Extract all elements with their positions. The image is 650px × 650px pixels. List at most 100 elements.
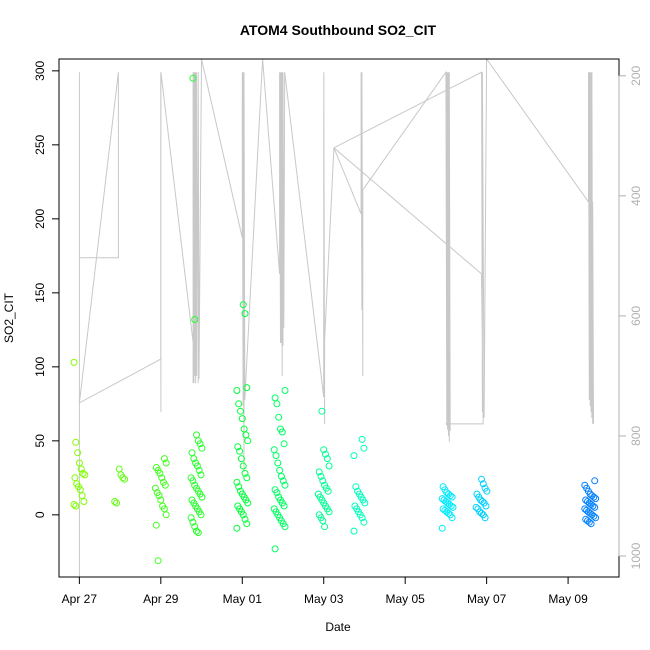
data-point [325,508,333,516]
data-point [279,477,287,485]
data-point [281,523,289,531]
data-point [154,557,162,565]
data-point [273,489,281,497]
data-point [162,511,170,519]
x-tick-label: May 07 [467,592,507,606]
secondary-tick-label: 200 [629,65,643,85]
data-point [235,483,243,491]
data-point [238,415,246,423]
data-point [589,502,597,510]
data-point [195,466,203,474]
data-point [590,493,598,501]
data-point [113,499,120,507]
data-point [352,483,360,491]
y-axis-label: SO2_CIT [2,292,16,343]
data-point [350,452,358,460]
data-point [236,447,244,455]
data-point [74,449,82,457]
data-point [237,407,244,415]
data-point [72,502,80,510]
data-point [244,437,252,445]
y-tick-label: 200 [33,208,47,228]
data-point [70,358,78,366]
data-point [237,455,245,463]
data-point [156,469,164,477]
data-point [587,520,595,528]
y-tick-label: 300 [33,60,47,80]
data-point [111,498,119,505]
data-point [155,492,163,500]
x-tick-label: May 01 [223,592,263,606]
data-point [241,515,249,523]
data-point [322,450,329,458]
data-point [241,310,249,318]
data-point [591,477,599,485]
data-point [161,481,169,489]
data-point [323,455,331,463]
data-point [483,487,491,495]
data-point [188,449,196,457]
data-point [160,455,168,463]
data-point [190,455,198,463]
data-point [280,502,288,510]
data-point [472,503,480,511]
x-tick-label: May 05 [386,592,426,606]
data-point [121,475,129,483]
data-point [358,435,366,443]
x-axis-label: Date [325,620,351,634]
data-point [196,440,204,448]
data-point [81,471,89,479]
data-point [278,428,286,436]
data-point [187,514,195,522]
data-point [592,514,600,522]
chart-title: ATOM4 Southbound SO2_CIT [240,22,437,38]
data-point [119,474,127,482]
data-point [277,472,285,480]
data-point [479,480,487,488]
altitude-trace [78,57,594,577]
y-axis: 0 50 100 150 200 250 300 [33,60,60,518]
x-tick-label: May 03 [304,592,344,606]
data-point [321,523,329,531]
data-point [193,462,201,470]
data-point [197,471,205,479]
data-point [446,492,454,500]
data-point [591,503,599,511]
data-point [79,469,87,477]
secondary-tick-label: 800 [629,426,643,446]
data-point [585,518,593,526]
data-point [189,518,197,526]
data-point [233,524,241,532]
data-point [162,459,170,467]
data-point [193,431,200,439]
data-point [360,518,368,526]
data-point [70,501,78,508]
data-point [243,384,251,392]
data-point [151,484,159,492]
data-point [274,459,282,467]
data-point [198,444,206,452]
data-point [315,468,323,476]
data-point [447,502,455,510]
data-point [325,462,333,470]
data-point [445,509,452,517]
data-point [158,474,166,482]
data-point [438,524,446,532]
data-point [280,440,288,448]
data-point [270,446,278,454]
data-point [191,523,199,531]
y-tick-label: 150 [33,282,47,302]
data-point [592,495,600,503]
data-point [235,400,243,408]
data-point [243,474,251,482]
x-tick-label: Apr 27 [62,592,98,606]
data-point [360,444,368,452]
data-point [233,478,241,486]
data-point [478,475,485,483]
data-point [481,514,489,522]
data-point [281,387,289,394]
data-point [281,481,289,489]
altitude-line [78,57,594,577]
data-point [324,487,332,495]
data-point [77,465,85,473]
